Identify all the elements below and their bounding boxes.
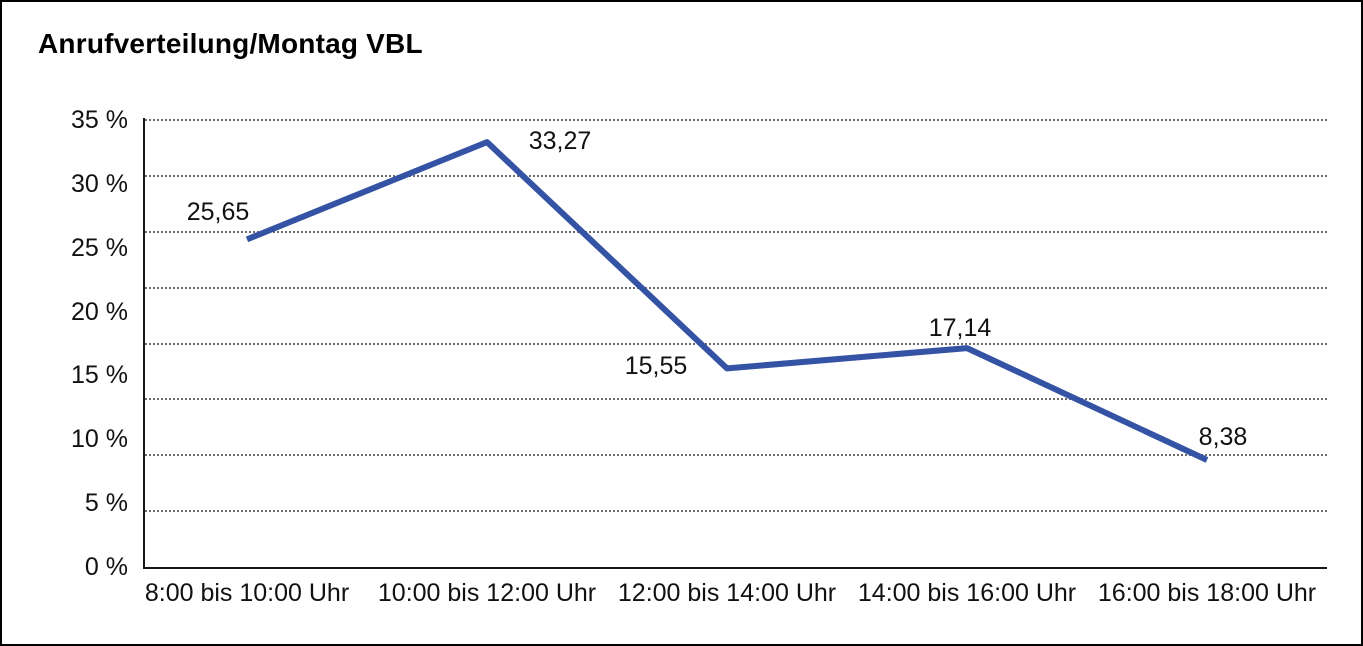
gridline <box>145 230 1327 233</box>
gridline <box>145 286 1327 289</box>
x-axis-category-label: 14:00 bis 16:00 Uhr <box>857 579 1077 607</box>
gridline <box>145 119 1327 121</box>
gridline <box>145 398 1327 401</box>
y-axis-tick-label: 0 % <box>84 553 128 581</box>
data-value-label: 15,55 <box>624 352 688 381</box>
y-axis-tick-label: 15 % <box>71 361 128 390</box>
gridline <box>145 342 1327 345</box>
y-axis-tick-label: 10 % <box>71 425 128 454</box>
gridline <box>145 510 1327 513</box>
y-axis-tick-label: 30 % <box>71 169 128 198</box>
chart-title: Anrufverteilung/Montag VBL <box>38 28 423 59</box>
data-value-label: 8,38 <box>1198 422 1248 451</box>
x-axis-category-label: 10:00 bis 12:00 Uhr <box>377 579 597 607</box>
y-axis-line <box>143 118 145 569</box>
x-axis-category-label: 8:00 bis 10:00 Uhr <box>144 579 350 607</box>
x-axis-category-label: 12:00 bis 14:00 Uhr <box>617 579 837 607</box>
data-value-label: 17,14 <box>928 314 992 343</box>
gridline <box>145 174 1327 177</box>
y-axis-tick-label: 20 % <box>71 297 128 326</box>
y-axis-tick-label: 35 % <box>71 106 128 134</box>
x-axis-line <box>143 567 1327 569</box>
gridline <box>145 454 1327 457</box>
data-value-label: 33,27 <box>528 127 592 156</box>
x-axis-category-label: 16:00 bis 18:00 Uhr <box>1097 579 1317 607</box>
y-axis-tick-label: 25 % <box>71 233 128 262</box>
series-line <box>245 139 1209 463</box>
y-axis-tick-label: 5 % <box>84 489 128 518</box>
data-line <box>245 139 1209 463</box>
data-value-label: 25,65 <box>186 198 250 227</box>
